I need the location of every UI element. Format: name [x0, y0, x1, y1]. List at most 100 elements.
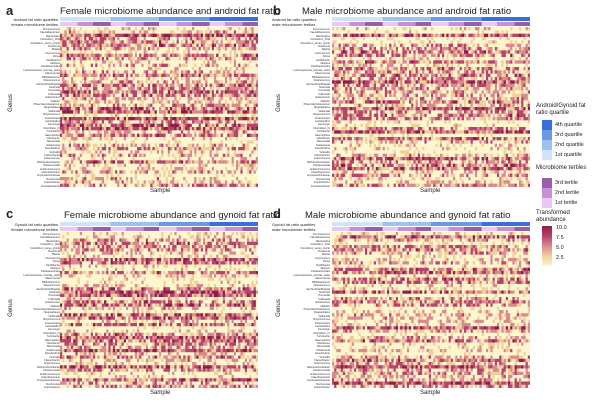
heatmap-cell: [84, 83, 87, 88]
heatmap-cell: [112, 170, 116, 174]
heatmap-cell: [66, 130, 70, 134]
heatmap-cell: [62, 120, 65, 124]
heatmap-cell: [88, 167, 92, 171]
heatmap-cell: [170, 167, 173, 171]
heatmap-cell: [216, 90, 219, 94]
heatmap-cell: [79, 103, 83, 108]
heatmap-cell: [167, 167, 171, 171]
heatmap-cell: [349, 33, 353, 38]
heatmap-cell: [174, 123, 177, 128]
heatmap-cell: [119, 57, 122, 61]
heatmap-cell: [112, 107, 116, 111]
heatmap-cell: [218, 103, 221, 108]
heatmap-cell: [143, 70, 147, 74]
heatmap-cell: [99, 127, 103, 131]
heatmap-cell: [205, 133, 208, 138]
heatmap-cell: [247, 123, 250, 128]
heatmap-cell: [152, 87, 155, 91]
quartile-strip-cell: [187, 17, 191, 21]
heatmap-cell: [73, 163, 76, 168]
heatmap-cell: [200, 163, 204, 168]
heatmap-cell: [93, 73, 96, 78]
heatmap-cell: [150, 97, 153, 101]
heatmap-cell: [167, 60, 171, 64]
heatmap-cell: [156, 83, 160, 88]
heatmap-cell: [161, 153, 164, 158]
heatmap-cell: [216, 50, 219, 54]
heatmap-cell: [148, 83, 151, 88]
heatmap-cell: [62, 40, 65, 44]
heatmap-cell: [176, 143, 180, 148]
heatmap-cell: [378, 33, 381, 38]
heatmap-cell: [189, 147, 193, 151]
heatmap-cell: [112, 83, 116, 88]
heatmap-cell: [181, 57, 184, 61]
heatmap-cell: [106, 50, 109, 54]
heatmap-cell: [97, 167, 100, 171]
heatmap-cell: [156, 80, 160, 84]
heatmap-cell: [231, 110, 235, 114]
heatmap-cell: [112, 90, 116, 94]
heatmap-cell: [187, 107, 191, 111]
tertile-strip-cell: [104, 22, 107, 26]
heatmap-cell: [192, 167, 195, 171]
heatmap-cell: [154, 50, 158, 54]
heatmap-cell: [106, 87, 109, 91]
heatmap-cell: [227, 103, 230, 108]
heatmap-cell: [104, 63, 107, 68]
heatmap-cell: [161, 60, 164, 64]
quartile-strip-cell: [104, 17, 107, 21]
heatmap-cell: [64, 103, 67, 108]
heatmap-cell: [192, 173, 195, 178]
quartile-strip-cell: [336, 17, 339, 21]
heatmap-cell: [115, 117, 118, 121]
heatmap-cell: [112, 33, 116, 38]
heatmap-cell: [143, 40, 147, 44]
heatmap-cell: [86, 27, 89, 31]
heatmap-cell: [95, 150, 98, 154]
heatmap-cell: [128, 107, 131, 111]
heatmap-cell: [183, 127, 186, 131]
heatmap-cell: [79, 130, 83, 134]
heatmap-cell: [172, 93, 175, 98]
heatmap-cell: [183, 130, 186, 134]
heatmap-cell: [139, 123, 142, 128]
quartile-strip-cell: [185, 17, 188, 21]
heatmap-cell: [231, 47, 235, 51]
heatmap-cell: [161, 163, 164, 168]
heatmap-cell: [216, 93, 219, 98]
heatmap-cell: [148, 127, 151, 131]
heatmap-cell: [75, 43, 78, 48]
heatmap-cell: [86, 153, 89, 158]
heatmap-cell: [106, 67, 109, 71]
heatmap-cell: [222, 173, 226, 178]
heatmap-cell: [137, 113, 140, 118]
heatmap-cell: [117, 53, 120, 58]
heatmap-cell: [110, 137, 114, 141]
heatmap-cell: [242, 133, 246, 138]
heatmap-cell: [178, 63, 182, 68]
heatmap-cell: [128, 160, 131, 164]
y-axis-label: Genus: [276, 94, 282, 112]
heatmap-cell: [218, 47, 221, 51]
heatmap-cell: [214, 60, 217, 64]
heatmap-cell: [187, 157, 191, 161]
heatmap-cell: [130, 87, 133, 91]
heatmap-cell: [115, 160, 118, 164]
heatmap-cell: [189, 110, 193, 114]
heatmap-cell: [181, 157, 184, 161]
heatmap-cell: [233, 130, 237, 134]
heatmap-cell: [117, 107, 120, 111]
tertile-strip-cell: [174, 22, 177, 26]
heatmap-cell: [200, 103, 204, 108]
heatmap-cell: [121, 93, 125, 98]
heatmap-cell: [222, 63, 226, 68]
heatmap-cell: [132, 130, 136, 134]
heatmap-cell: [194, 103, 197, 108]
heatmap-cell: [97, 83, 100, 88]
heatmap-cell: [336, 30, 339, 34]
heatmap-cell: [227, 143, 230, 148]
heatmap-cell: [132, 37, 136, 41]
heatmap-cell: [231, 60, 235, 64]
heatmap-cell: [121, 143, 125, 148]
